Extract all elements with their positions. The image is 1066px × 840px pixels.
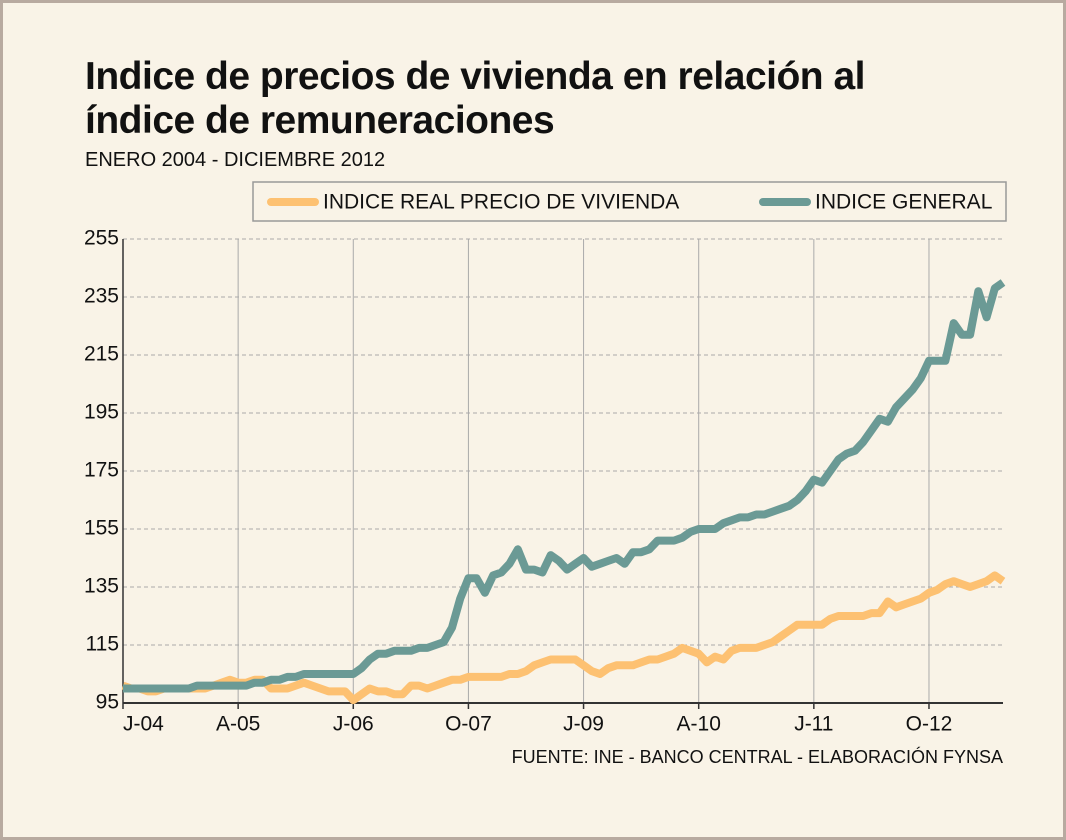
y-tick-label: 175 — [84, 459, 119, 482]
y-tick-label: 235 — [84, 285, 119, 308]
legend-label: INDICE REAL PRECIO DE VIVIENDA — [323, 191, 679, 214]
y-tick-label: 95 — [96, 691, 119, 714]
x-tick-label: J-04 — [123, 713, 164, 736]
y-tick-label: 215 — [84, 343, 119, 366]
y-tick-label: 255 — [84, 227, 119, 250]
y-tick-label: 195 — [84, 401, 119, 424]
legend-label: INDICE GENERAL — [815, 191, 992, 214]
x-tick-label: J-11 — [794, 713, 833, 736]
series-line — [123, 279, 1006, 693]
y-tick-label: 115 — [86, 633, 119, 656]
x-tick-label: O-07 — [445, 713, 492, 736]
x-tick-label: J-06 — [333, 713, 374, 736]
source-note: FUENTE: INE - BANCO CENTRAL - ELABORACIÓ… — [512, 746, 1003, 767]
x-tick-label: J-09 — [563, 713, 604, 736]
x-tick-label: A-05 — [216, 713, 260, 736]
chart: 95 115 135 155 175 195 215 235 255 J-04 A-05 J-06 O-… — [84, 181, 1007, 767]
y-tick-label: 135 — [84, 575, 119, 598]
y-tick-label: 155 — [84, 517, 119, 540]
x-tick-label: O-12 — [906, 713, 953, 736]
legend-box — [252, 181, 1007, 222]
chart-title: Indice de precios de vivienda en relació… — [85, 55, 865, 142]
x-tick-label: A-10 — [677, 713, 721, 736]
chart-subtitle: ENERO 2004 - DICIEMBRE 2012 — [85, 149, 386, 171]
series-line — [121, 571, 1006, 705]
